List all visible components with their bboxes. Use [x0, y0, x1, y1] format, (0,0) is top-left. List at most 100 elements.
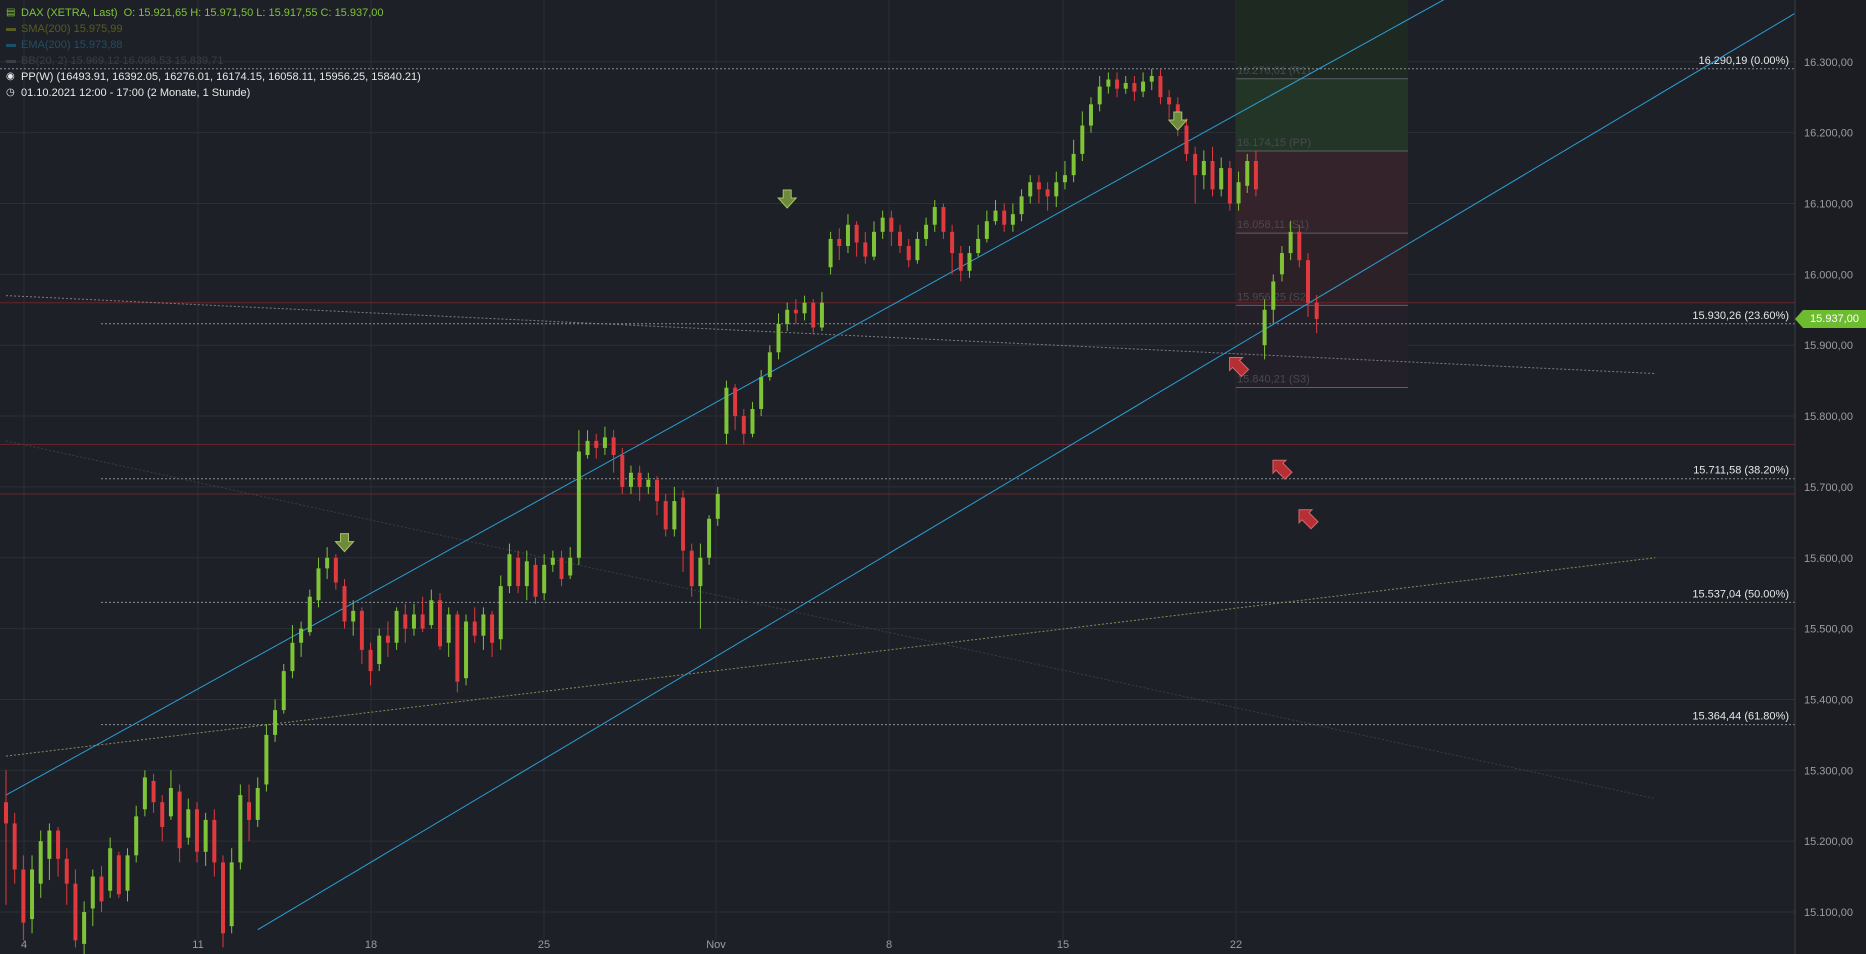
candle-body: [524, 561, 529, 587]
candle-body: [99, 876, 104, 902]
candle-body: [724, 387, 729, 434]
sma-line-icon: ▬: [6, 23, 16, 34]
signal-arrow: [1229, 356, 1250, 378]
legend-range[interactable]: ◷ 01.10.2021 12:00 - 17:00 (2 Monate, 1 …: [6, 85, 421, 101]
candle-body: [889, 217, 894, 232]
candle-body: [299, 628, 304, 643]
pivot-zone-r2: [1236, 0, 1408, 79]
ema-line: [5, 295, 1656, 375]
candle-body: [759, 377, 764, 409]
candle-body: [516, 557, 521, 587]
legend-instrument: ▤ DAX (XETRA, Last) O: 15.921,65 H: 15.9…: [6, 5, 421, 21]
candle-body: [1210, 160, 1215, 190]
candle-body: [628, 472, 633, 487]
candle-body: [1288, 231, 1293, 254]
candle-body: [906, 246, 911, 261]
legend-ema[interactable]: ▬ EMA(200) 15.973,88: [6, 37, 421, 53]
candle-body: [411, 614, 416, 629]
y-tick-label: 16.200,00: [1804, 128, 1853, 140]
candle-body: [976, 238, 981, 254]
legend-bb[interactable]: ▬ BB(20, 2) 15.969,12 16.098,53 15.839,7…: [6, 53, 421, 69]
candle-body: [429, 600, 434, 626]
candle-body: [125, 855, 130, 891]
ohlc-values: O: 15.921,65 H: 15.971,50 L: 15.917,55 C…: [123, 7, 384, 19]
signal-arrow: [1272, 459, 1293, 480]
candle-body: [880, 217, 885, 232]
candle-body: [811, 302, 816, 328]
candle-body: [290, 642, 295, 672]
candle-body: [1271, 281, 1276, 310]
candle-body: [828, 238, 833, 268]
chart-type-icon: ▤: [6, 7, 16, 18]
y-tick-label: 15.800,00: [1804, 411, 1853, 423]
candle-body: [1245, 160, 1250, 186]
candle-body: [1089, 104, 1093, 126]
candle-body: [663, 501, 668, 530]
candle-body: [542, 564, 547, 594]
candle-body: [134, 816, 139, 856]
candle-body: [108, 848, 113, 891]
candle-body: [819, 302, 824, 328]
candle-body: [915, 238, 920, 261]
ema-line-icon: ▬: [6, 39, 16, 50]
candle-body: [1227, 168, 1232, 204]
candle-body: [898, 231, 903, 247]
candle-body: [872, 231, 876, 257]
fib-label: 15.930,26 (23.60%): [1692, 310, 1789, 322]
chart-legend: ▤ DAX (XETRA, Last) O: 15.921,65 H: 15.9…: [6, 5, 421, 101]
pivot-zone-s2: [1236, 233, 1408, 306]
candle-body: [203, 819, 208, 852]
candle-body: [264, 734, 269, 785]
x-tick-label: 11: [192, 939, 203, 951]
candle-body: [689, 550, 694, 587]
signal-arrow: [777, 189, 798, 209]
candle-body: [38, 841, 43, 884]
y-tick-label: 16.100,00: [1804, 199, 1853, 211]
candle-body: [655, 479, 659, 502]
candle-body: [1149, 75, 1154, 82]
candle-body: [1279, 253, 1284, 275]
target-icon: ◉: [6, 71, 15, 82]
candle-body: [837, 238, 842, 247]
candle-body: [767, 352, 772, 378]
candle-body: [950, 231, 955, 254]
candle-body: [594, 440, 599, 448]
candle-body: [785, 309, 790, 324]
candle-body: [160, 802, 165, 827]
candle-body: [1002, 210, 1007, 225]
candle-body: [1167, 97, 1172, 105]
candle-body: [941, 207, 946, 232]
y-tick-label: 15.900,00: [1804, 340, 1853, 352]
x-tick-label: 15: [1057, 939, 1069, 951]
candle-body: [438, 600, 442, 647]
candle-body: [464, 621, 469, 679]
candle-body: [1132, 83, 1137, 92]
range-label: 01.10.2021 12:00 - 17:00 (2 Monate, 1 St…: [21, 87, 251, 99]
last-price-badge: 15.937,00: [1795, 309, 1866, 328]
clock-icon: ◷: [6, 87, 15, 98]
candle-body: [403, 614, 408, 629]
legend-sma[interactable]: ▬ SMA(200) 15.975,99: [6, 21, 421, 37]
candle-body: [229, 862, 234, 927]
candle-body: [1019, 196, 1024, 215]
candle-body: [550, 557, 555, 565]
y-tick-label: 15.700,00: [1804, 482, 1853, 494]
candle-body: [1253, 160, 1258, 190]
candle-body: [151, 780, 156, 803]
candle-body: [177, 791, 182, 849]
bb-line-icon: ▬: [6, 55, 16, 66]
pivot-zone-r1: [1236, 78, 1408, 151]
candle-body: [307, 596, 312, 633]
candle-body: [368, 649, 373, 672]
candle-body: [1080, 125, 1085, 154]
candle-body: [1028, 182, 1033, 197]
legend-pp[interactable]: ◉ PP(W) (16493.91, 16392.05, 16276.01, 1…: [6, 69, 421, 85]
candle-body: [646, 479, 651, 487]
candle-body: [932, 207, 937, 225]
candle-body: [446, 614, 451, 643]
sma-line: [5, 557, 1656, 757]
fib-label: 16.290,19 (0.00%): [1698, 55, 1789, 67]
y-tick-label: 15.500,00: [1804, 624, 1853, 636]
